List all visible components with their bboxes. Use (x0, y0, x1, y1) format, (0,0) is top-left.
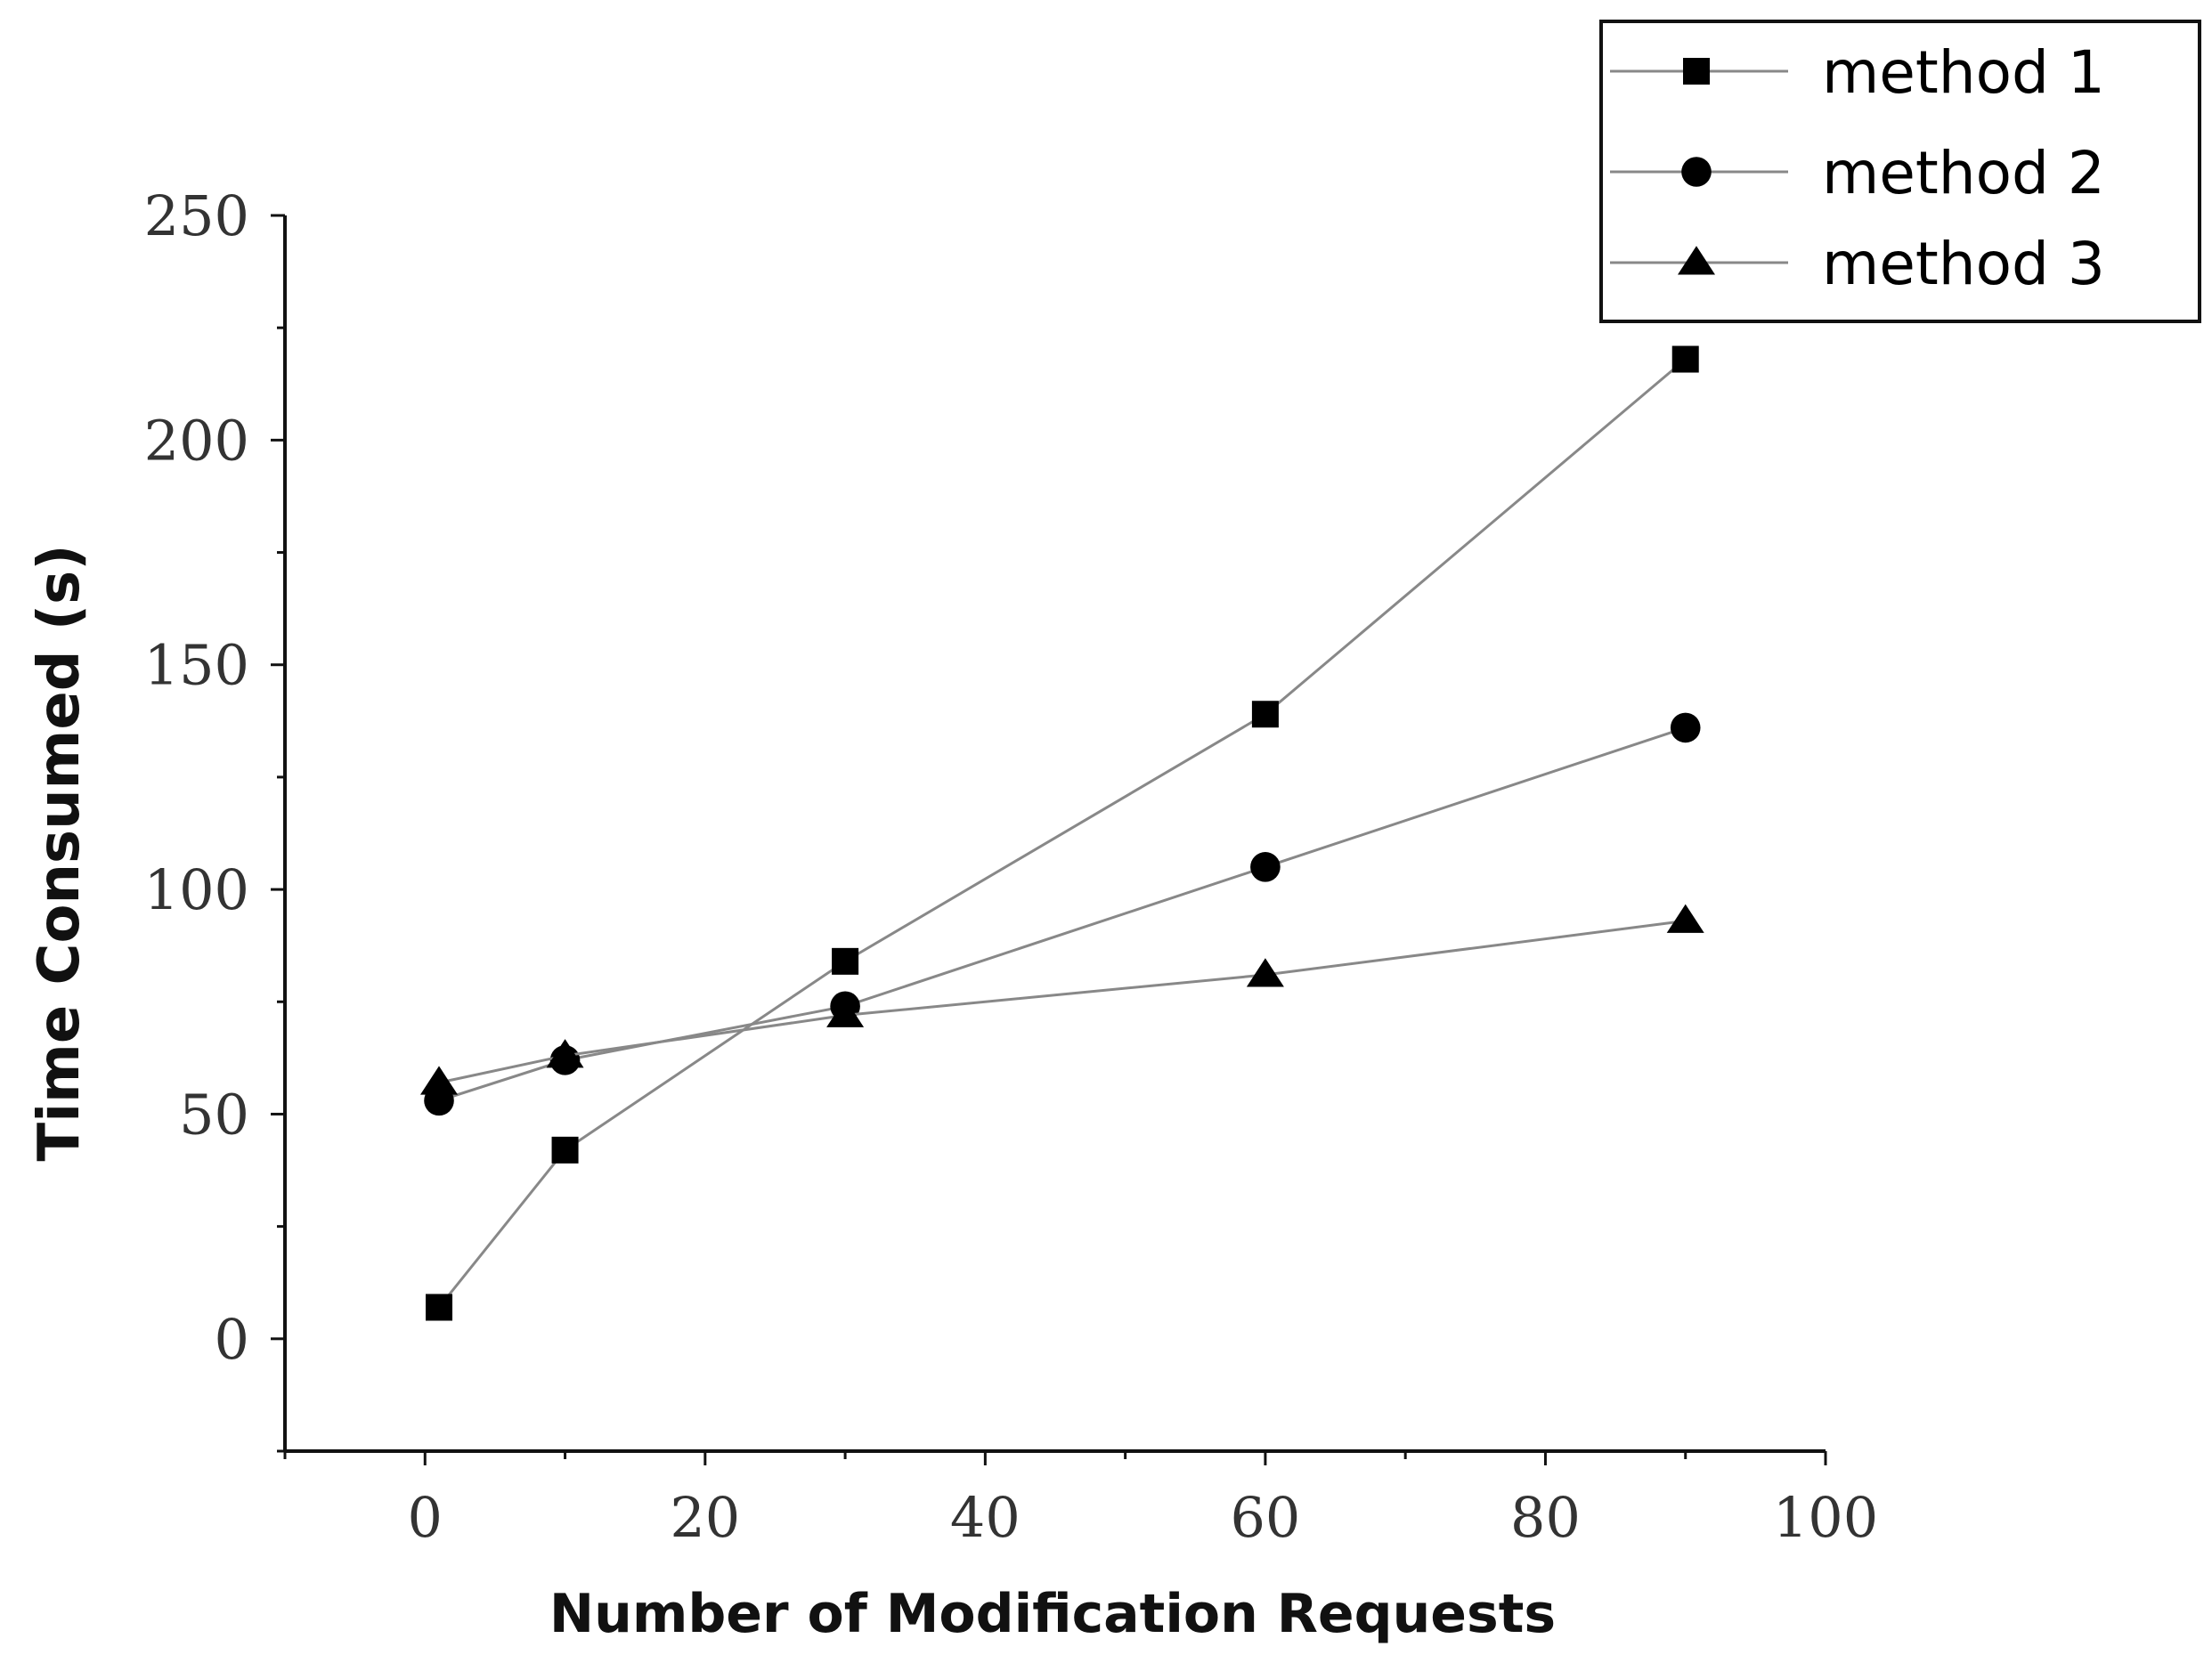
series-1 (426, 345, 1699, 1321)
data-point (1246, 958, 1284, 987)
x-tick-label: 80 (1510, 1485, 1581, 1550)
y-tick-label: 200 (144, 408, 249, 473)
axes: 0 20 40 60 80 100 0 50 100 150 200 250 (144, 183, 1879, 1550)
legend-entry-1: method 1 (1610, 38, 2105, 107)
legend-marker (1683, 58, 1710, 85)
data-point (1251, 701, 1279, 728)
data-point (1666, 904, 1704, 933)
series-3 (420, 904, 1704, 1095)
data-point (426, 1294, 452, 1321)
y-tick-label: 50 (179, 1082, 249, 1147)
y-tick-label: 150 (144, 633, 249, 698)
legend-marker (1678, 246, 1715, 275)
y-axis-label: Time Consumed (s) (27, 545, 93, 1162)
series-2 (424, 712, 1701, 1116)
x-tick-label: 20 (670, 1485, 740, 1550)
legend-marker (1681, 157, 1712, 187)
series-line-1 (437, 358, 1687, 1309)
x-axis-label: Number of Modification Requests (549, 1583, 1556, 1645)
y-tick-label: 0 (215, 1307, 249, 1372)
data-point (1670, 712, 1701, 743)
x-tick-label: 40 (950, 1485, 1021, 1550)
legend-label: method 3 (1822, 230, 2105, 298)
series-line-2 (438, 726, 1687, 1102)
data-point (420, 1066, 458, 1095)
x-tick-label: 100 (1773, 1485, 1878, 1550)
x-tick-label: 60 (1230, 1485, 1300, 1550)
data-point (551, 1136, 579, 1164)
y-tick-label: 100 (144, 857, 249, 922)
series-layer (420, 345, 1704, 1321)
data-point (826, 998, 865, 1027)
data-point (1671, 345, 1699, 373)
legend-label: method 2 (1822, 139, 2105, 207)
legend-entry-2: method 2 (1610, 139, 2105, 207)
x-tick-label: 0 (408, 1485, 443, 1550)
legend-label: method 1 (1822, 38, 2105, 107)
y-tick-label: 250 (144, 183, 249, 248)
legend: method 1 method 2 method 3 (1599, 20, 2201, 323)
data-point (1250, 852, 1281, 882)
data-point (546, 1039, 584, 1068)
series-line-3 (438, 919, 1686, 1084)
legend-entry-3: method 3 (1610, 230, 2105, 298)
data-point (832, 947, 859, 975)
